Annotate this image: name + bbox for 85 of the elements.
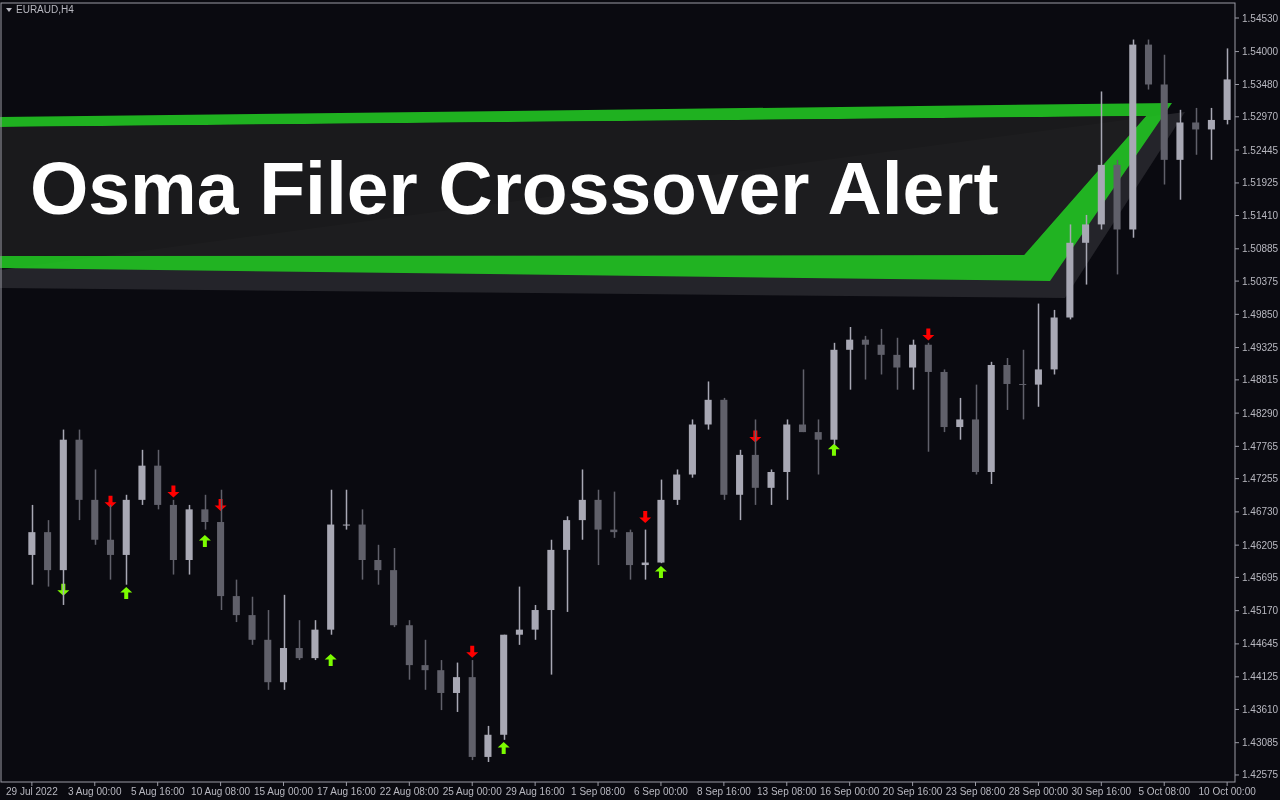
x-tick-label: 28 Sep 00:00 <box>1008 786 1069 797</box>
candlestick <box>877 328 885 376</box>
x-tick-label: 30 Sep 16:00 <box>1071 786 1132 797</box>
x-tick-label: 17 Aug 16:00 <box>316 786 377 797</box>
y-tick-label: 1.49850 <box>1242 308 1279 320</box>
candlestick <box>846 326 854 391</box>
x-tick-label: 16 Sep 00:00 <box>819 786 880 797</box>
candlestick <box>909 338 917 391</box>
y-tick-label: 1.44645 <box>1242 638 1279 650</box>
chart-subtitle: EURAUD,H4 <box>16 4 75 15</box>
point <box>167 485 180 498</box>
y-tick-label: 1.43085 <box>1242 737 1279 749</box>
candlestick <box>1082 214 1090 286</box>
point <box>639 510 652 523</box>
candlestick <box>421 639 429 691</box>
x-tick-label: 29 Aug 16:00 <box>505 786 566 797</box>
x-tick-label: 13 Sep 08:00 <box>757 786 817 797</box>
y-tick-label: 1.54530 <box>1242 12 1279 24</box>
x-tick-label: 10 Oct 00:00 <box>1198 786 1257 797</box>
candlestick <box>956 397 964 441</box>
y-tick-label: 1.47765 <box>1242 440 1279 452</box>
point <box>120 586 133 599</box>
x-tick-label: 3 Aug 00:00 <box>68 786 122 797</box>
candlestick <box>1207 107 1215 161</box>
x-tick-label: 22 Aug 08:00 <box>379 786 440 797</box>
point <box>104 495 117 508</box>
y-tick-label: 1.46730 <box>1242 506 1279 518</box>
y-tick-label: 1.50375 <box>1242 275 1279 287</box>
x-tick-label: 10 Aug 08:00 <box>191 786 251 797</box>
point <box>497 742 510 755</box>
text: Osma Filer Crossover Alert <box>30 146 999 230</box>
candlestick <box>1192 107 1200 156</box>
y-tick-label: 1.50885 <box>1242 243 1279 255</box>
point <box>654 566 667 579</box>
x-tick-label: 5 Aug 16:00 <box>130 786 185 797</box>
candlestick <box>861 335 869 381</box>
candlestick <box>232 578 240 623</box>
candlestick <box>531 604 539 641</box>
y-tick-label: 1.52445 <box>1242 144 1279 156</box>
y-tick-label: 1.54000 <box>1242 46 1279 58</box>
x-tick-label: 1 Sep 08:00 <box>571 786 626 797</box>
x-tick-label: 8 Sep 16:00 <box>696 786 752 797</box>
y-tick-label: 1.47255 <box>1242 473 1279 485</box>
y-tick-label: 1.51925 <box>1242 177 1279 189</box>
y-tick-label: 1.52970 <box>1242 111 1279 123</box>
point <box>827 443 840 456</box>
y-tick-label: 1.45170 <box>1242 605 1279 617</box>
candlestick <box>484 725 492 763</box>
x-tick-label: 25 Aug 00:00 <box>442 786 503 797</box>
point <box>922 328 935 341</box>
x-tick-label: 5 Oct 08:00 <box>1138 786 1191 797</box>
x-tick-label: 6 Sep 00:00 <box>633 786 689 797</box>
point <box>324 654 337 667</box>
candlestick <box>295 619 303 661</box>
y-tick-label: 1.48815 <box>1242 374 1279 386</box>
candlestick <box>515 585 523 646</box>
candlestick <box>437 659 445 711</box>
candlestick <box>1019 349 1027 421</box>
x-tick-label: 15 Aug 00:00 <box>254 786 314 797</box>
candlestick <box>893 337 901 391</box>
point <box>198 535 211 548</box>
candlestick <box>1003 357 1011 411</box>
candlestick <box>452 661 461 713</box>
y-tick-label: 1.46205 <box>1242 539 1279 551</box>
x-tick-label: 29 Jul 2022 <box>6 786 59 797</box>
candlestick <box>767 468 775 506</box>
y-tick-label: 1.43610 <box>1242 703 1279 715</box>
x-tick-label: 23 Sep 08:00 <box>945 786 1006 797</box>
y-tick-label: 1.49325 <box>1242 342 1279 354</box>
candlestick <box>798 368 807 433</box>
candlestick <box>342 488 350 531</box>
y-tick-label: 1.45695 <box>1242 571 1279 583</box>
candlestick <box>1034 302 1042 408</box>
candlestick <box>578 468 586 541</box>
candlestick <box>814 418 822 476</box>
point <box>466 645 479 658</box>
candlestick <box>374 544 382 586</box>
y-tick-label: 1.42575 <box>1242 769 1279 781</box>
y-tick-label: 1.51410 <box>1242 210 1279 222</box>
candlestick <box>28 504 36 586</box>
candlestick <box>201 494 209 531</box>
y-tick-label: 1.48290 <box>1242 407 1279 419</box>
y-tick-label: 1.44125 <box>1242 671 1279 683</box>
x-tick-label: 20 Sep 16:00 <box>882 786 943 797</box>
y-tick-label: 1.53480 <box>1242 78 1279 90</box>
